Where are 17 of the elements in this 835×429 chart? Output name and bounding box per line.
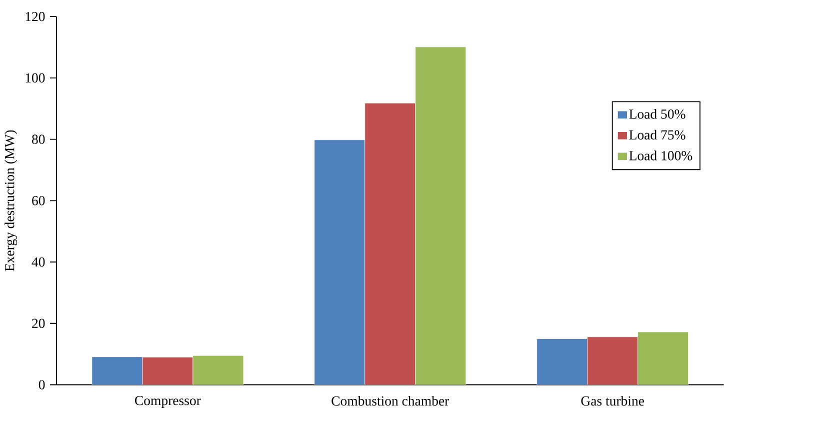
- bar: [587, 336, 638, 385]
- y-tick-label: 80: [32, 134, 45, 144]
- legend-label: Load 100%: [629, 150, 692, 160]
- legend-label: Load 75%: [629, 130, 686, 140]
- y-tick-label: 40: [32, 257, 45, 267]
- legend-label: Load 50%: [629, 109, 686, 119]
- y-tick-label: 100: [26, 73, 45, 83]
- x-tick-label: Compressor: [135, 396, 201, 408]
- bar: [142, 356, 194, 385]
- y-tick-label: 120: [26, 12, 45, 22]
- y-tick-label: 20: [32, 318, 45, 328]
- x-tick-label: Combustion chamber: [332, 396, 450, 406]
- y-axis-title: Exergy destruction (MW): [4, 130, 18, 272]
- y-tick-label: 60: [32, 196, 45, 206]
- y-tick-label: 0: [38, 380, 45, 390]
- x-tick-label: Gas turbine: [581, 396, 644, 406]
- bar: [364, 102, 416, 385]
